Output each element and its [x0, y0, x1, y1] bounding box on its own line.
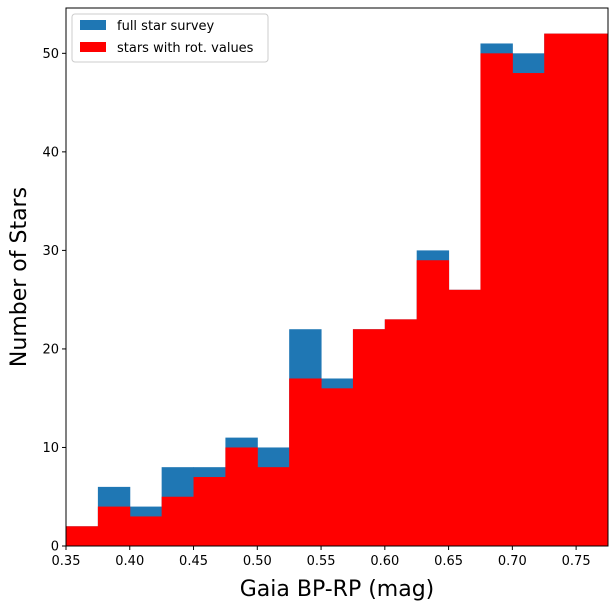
bar-stars-with-rot-values-1 — [97, 506, 131, 546]
bar-stars-with-rot-values-12 — [448, 289, 481, 546]
x-tick-label: 0.70 — [498, 554, 527, 569]
bar-stars-with-rot-values-8 — [321, 388, 354, 546]
plot-frame — [65, 7, 609, 547]
bar-stars-with-rot-values-10 — [384, 319, 418, 546]
x-tick-label: 0.60 — [370, 554, 399, 569]
y-axis-label: Number of Stars — [7, 187, 32, 367]
y-tick-label: 50 — [42, 47, 59, 62]
y-tick-label: 0 — [51, 540, 59, 555]
x-tick-label: 0.45 — [179, 554, 208, 569]
x-tick-label: 0.50 — [243, 554, 272, 569]
bar-stars-with-rot-values-14 — [512, 73, 545, 547]
bar-stars-with-rot-values-11 — [416, 260, 450, 546]
bar-stars-with-rot-values-3 — [161, 496, 195, 546]
y-axis: 0 10 20 30 40 50 — [42, 47, 66, 555]
bar-stars-with-rot-values-4 — [193, 477, 226, 546]
legend-box — [71, 13, 269, 63]
bar-stars-with-rot-values-2 — [129, 516, 163, 546]
x-tick-label: 0.65 — [434, 554, 463, 569]
legend-label-full-star-survey: full star survey — [117, 19, 215, 34]
y-tick-label: 10 — [42, 441, 59, 456]
x-tick-label: 0.55 — [307, 554, 336, 569]
legend-swatch-stars-with-rot-values — [80, 42, 106, 52]
y-tick-label: 20 — [42, 342, 59, 357]
x-axis-label: Gaia BP-RP (mag) — [240, 577, 435, 602]
bar-stars-with-rot-values-16 — [576, 33, 609, 547]
x-tick-label: 0.40 — [115, 554, 144, 569]
bar-stars-with-rot-values-13 — [480, 53, 513, 546]
x-tick-label: 0.75 — [562, 554, 591, 569]
y-tick-label: 40 — [42, 145, 59, 160]
x-axis: 0.35 0.40 0.45 0.50 0.55 0.60 0.65 0.70 0.75 — [52, 546, 591, 569]
legend-label-stars-with-rot-values: stars with rot. values — [117, 41, 254, 56]
series-stars-with-rot-values — [66, 33, 609, 547]
x-tick-label: 0.35 — [52, 554, 81, 569]
legend: full star survey stars with rot. values — [71, 13, 269, 63]
y-tick-label: 30 — [42, 244, 59, 259]
legend-swatch-full-star-survey — [80, 20, 106, 30]
bar-stars-with-rot-values-6 — [257, 467, 290, 546]
bar-stars-with-rot-values-7 — [289, 378, 322, 546]
bar-stars-with-rot-values-15 — [544, 33, 577, 547]
bar-stars-with-rot-values-9 — [352, 329, 386, 546]
bar-stars-with-rot-values-5 — [225, 447, 258, 546]
bar-stars-with-rot-values-0 — [66, 526, 99, 546]
